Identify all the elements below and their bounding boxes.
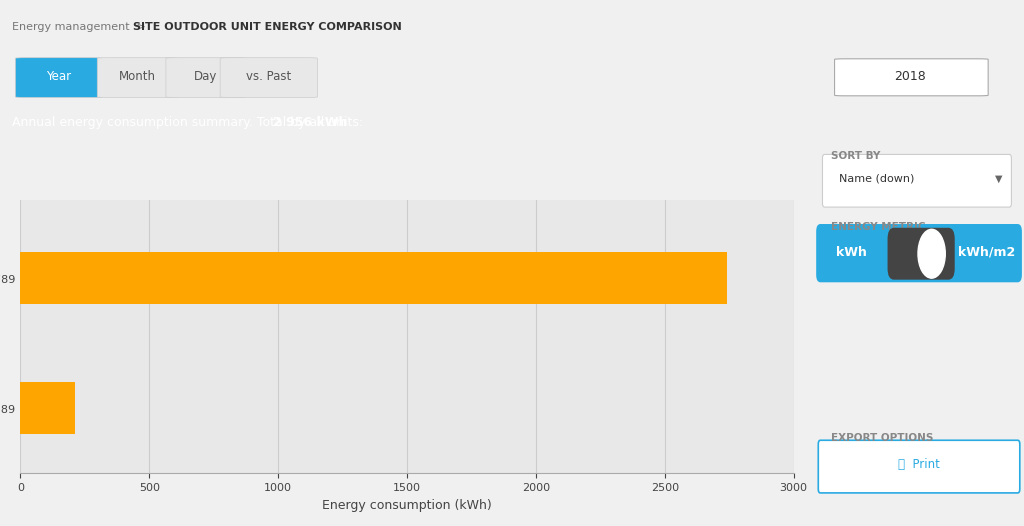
Text: ENERGY METRIC: ENERGY METRIC [830,222,926,232]
Bar [20,382,75,434]
Text: SITE OUTDOOR UNIT ENERGY COMPARISON: SITE OUTDOOR UNIT ENERGY COMPARISON [133,23,401,33]
Text: Energy management  >: Energy management > [12,23,154,33]
Text: kWh: kWh [837,246,867,259]
FancyBboxPatch shape [822,155,1012,207]
Text: kWh/m2: kWh/m2 [957,246,1015,259]
X-axis label: Energy consumption (kWh): Energy consumption (kWh) [323,499,492,512]
Circle shape [918,229,945,278]
Text: Annual energy consumption summary. Total by all units:: Annual energy consumption summary. Total… [12,116,368,129]
FancyBboxPatch shape [166,58,246,97]
Bar [20,252,727,304]
FancyBboxPatch shape [888,228,954,280]
FancyBboxPatch shape [818,440,1020,493]
Text: Month: Month [119,70,156,83]
Text: 🖨  Print: 🖨 Print [898,458,940,471]
FancyBboxPatch shape [220,58,317,97]
FancyBboxPatch shape [816,224,1022,282]
Text: Year: Year [46,70,72,83]
FancyBboxPatch shape [97,58,177,97]
FancyBboxPatch shape [15,58,102,97]
Text: vs. Past: vs. Past [246,70,292,83]
Text: Name (down): Name (down) [840,174,914,184]
Text: SORT BY: SORT BY [830,150,881,160]
Text: Day: Day [195,70,217,83]
Text: 2018: 2018 [894,70,926,83]
Text: ▼: ▼ [995,174,1002,184]
Text: EXPORT OPTIONS: EXPORT OPTIONS [830,433,933,443]
Text: 2 956 kWh: 2 956 kWh [273,116,348,129]
FancyBboxPatch shape [835,59,988,96]
